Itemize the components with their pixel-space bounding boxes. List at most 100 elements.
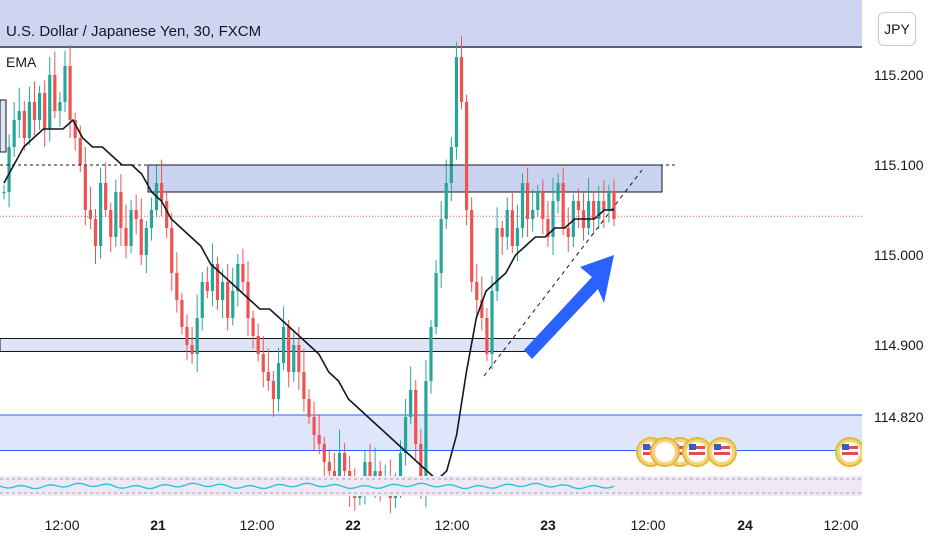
candle-body bbox=[287, 327, 291, 372]
candle-body bbox=[73, 120, 77, 138]
candle-body bbox=[444, 183, 448, 219]
candle-body bbox=[236, 264, 240, 291]
candle-body bbox=[205, 282, 209, 291]
candle-body bbox=[246, 282, 250, 318]
candle-body bbox=[403, 417, 408, 453]
candle-body bbox=[175, 273, 179, 300]
candle-body bbox=[139, 219, 143, 255]
economic-event-flag-icon[interactable] bbox=[682, 437, 712, 467]
candle-body bbox=[541, 192, 545, 219]
time-tick-label: 12:00 bbox=[44, 517, 79, 533]
candle-body bbox=[215, 264, 220, 300]
time-tick-label: 24 bbox=[737, 517, 753, 533]
candle-body bbox=[241, 264, 245, 282]
candle-body bbox=[576, 201, 581, 210]
time-tick-label: 21 bbox=[150, 517, 166, 533]
candle-body bbox=[68, 66, 72, 120]
candle-body bbox=[317, 435, 321, 444]
economic-event-flag-icon[interactable] bbox=[707, 437, 737, 467]
time-tick-label: 22 bbox=[345, 517, 361, 533]
left-edge-box[interactable] bbox=[0, 99, 7, 153]
time-tick-label: 12:00 bbox=[434, 517, 469, 533]
candle-body bbox=[98, 183, 103, 246]
candle-body bbox=[159, 183, 164, 201]
candle-body bbox=[556, 183, 560, 201]
candle-body bbox=[149, 210, 154, 228]
symbol-title: U.S. Dollar / Japanese Yen, 30, FXCM bbox=[6, 23, 262, 40]
economic-event-flag-icon[interactable] bbox=[835, 437, 865, 467]
price-tick-label: 115.100 bbox=[874, 157, 924, 173]
candle-body bbox=[546, 219, 550, 237]
support-zone[interactable] bbox=[0, 338, 539, 352]
ema-line[interactable] bbox=[3, 118, 614, 482]
candle-body bbox=[292, 345, 296, 372]
candle-body bbox=[200, 282, 204, 318]
candle-body bbox=[53, 75, 57, 111]
candle-body bbox=[88, 210, 93, 219]
blue-arrow[interactable] bbox=[524, 255, 614, 359]
candle-body bbox=[327, 462, 331, 471]
price-tick-label: 114.820 bbox=[874, 409, 924, 425]
candle-body bbox=[312, 417, 316, 435]
price-tick-label: 115.000 bbox=[874, 247, 924, 263]
candle-body bbox=[586, 201, 591, 228]
time-tick-label: 12:00 bbox=[239, 517, 274, 533]
candle-body bbox=[470, 210, 474, 282]
candle-body bbox=[180, 300, 184, 327]
price-axis-panel[interactable] bbox=[862, 0, 932, 550]
candle-body bbox=[63, 66, 67, 102]
candle-body bbox=[607, 192, 611, 210]
candle-body bbox=[561, 183, 565, 228]
candle-body bbox=[520, 183, 525, 228]
candle-body bbox=[302, 372, 306, 399]
candle-body bbox=[571, 201, 575, 237]
candle-body bbox=[109, 210, 113, 237]
candle-body bbox=[2, 192, 6, 194]
candle-body bbox=[597, 201, 601, 219]
candle-body bbox=[12, 120, 16, 147]
candle-body bbox=[134, 210, 138, 219]
candle-body bbox=[190, 345, 194, 354]
candle-body bbox=[114, 192, 118, 237]
candle-body bbox=[566, 228, 570, 237]
candle-body bbox=[27, 102, 32, 138]
candle-body bbox=[490, 291, 494, 354]
candle-body bbox=[266, 372, 270, 381]
candle-body bbox=[210, 264, 215, 291]
candle-body bbox=[505, 210, 509, 237]
candle-body bbox=[297, 345, 301, 372]
candle-body bbox=[271, 381, 276, 399]
candle-body bbox=[37, 93, 42, 120]
candle-body bbox=[32, 102, 37, 120]
candle-body bbox=[307, 399, 311, 417]
candle-body bbox=[551, 201, 555, 237]
candle-body bbox=[602, 201, 606, 210]
candle-body bbox=[510, 210, 514, 246]
candle-body bbox=[409, 390, 413, 417]
dashed-trendline[interactable] bbox=[483, 169, 643, 377]
candle-body bbox=[332, 471, 337, 480]
currency-button[interactable]: JPY bbox=[878, 12, 916, 46]
candle-body bbox=[454, 57, 459, 147]
candle-body bbox=[261, 354, 265, 372]
candle-body bbox=[515, 228, 520, 246]
time-tick-label: 23 bbox=[540, 517, 556, 533]
candle-body bbox=[592, 201, 596, 219]
candle-body bbox=[231, 291, 235, 318]
candle-body bbox=[281, 327, 286, 363]
candle-body bbox=[337, 453, 342, 480]
candle-body bbox=[475, 282, 479, 300]
candle-body bbox=[424, 381, 428, 489]
resistance-zone[interactable] bbox=[147, 164, 663, 193]
candle-body bbox=[419, 444, 423, 489]
candle-body bbox=[536, 192, 540, 210]
candle-body bbox=[58, 102, 62, 111]
indicator-label-ema[interactable]: EMA bbox=[6, 54, 37, 70]
oscillator-line bbox=[0, 482, 615, 490]
candle-body bbox=[464, 102, 469, 210]
candle-body bbox=[368, 462, 372, 480]
candle-body bbox=[93, 219, 98, 246]
candle-body bbox=[439, 219, 443, 273]
candle-body bbox=[22, 111, 26, 138]
